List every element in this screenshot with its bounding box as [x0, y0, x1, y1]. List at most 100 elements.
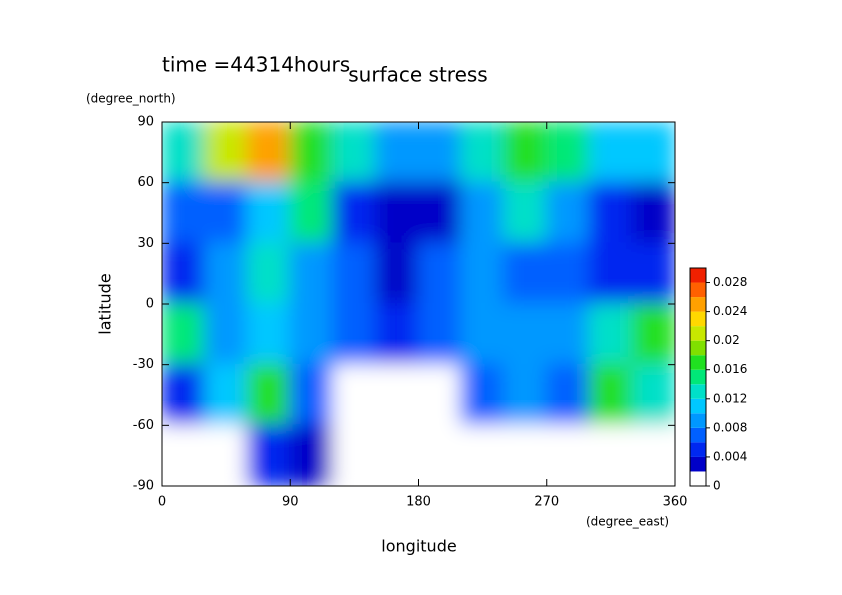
cell — [631, 363, 675, 427]
cell — [246, 242, 292, 305]
cell — [588, 122, 634, 184]
cell — [203, 181, 249, 245]
cell — [203, 424, 249, 486]
cell — [545, 424, 591, 486]
cell — [545, 363, 591, 427]
colorbar-band — [690, 311, 706, 327]
cell — [289, 424, 334, 486]
cell — [162, 363, 206, 427]
colorbar-label: 0.008 — [713, 420, 747, 434]
cell — [545, 303, 591, 366]
cell — [503, 122, 548, 184]
cell — [460, 181, 505, 245]
cell — [332, 122, 377, 184]
cell — [417, 303, 463, 366]
colorbar-label: 0.012 — [713, 391, 747, 405]
cell — [631, 424, 675, 486]
y-tick-label: 0 — [146, 297, 154, 312]
cell — [588, 303, 634, 366]
colorbar-band — [690, 297, 706, 312]
colorbar-band — [690, 427, 706, 443]
cell — [289, 181, 334, 245]
colorbar-label: 0.024 — [713, 304, 747, 318]
y-tick-label: 90 — [137, 115, 154, 130]
colorbar-label: 0.028 — [713, 275, 747, 289]
cell — [460, 303, 505, 366]
cell — [460, 122, 505, 184]
cell — [374, 363, 420, 427]
colorbar-band — [690, 340, 706, 356]
cell — [503, 181, 548, 245]
cell — [545, 181, 591, 245]
y-tick-label: 60 — [137, 175, 154, 190]
cell — [588, 424, 634, 486]
cell — [203, 242, 249, 305]
colorbar-label: 0 — [713, 479, 721, 493]
cell — [246, 122, 292, 184]
colorbar-band — [690, 369, 706, 385]
cell — [503, 242, 548, 305]
x-tick-label: 180 — [406, 495, 431, 510]
y-tick-label: -30 — [133, 357, 154, 372]
field — [162, 122, 675, 486]
colorbar-band — [690, 355, 706, 370]
cell — [588, 242, 634, 305]
colorbar-band — [690, 456, 706, 472]
cell — [374, 122, 420, 184]
cell — [460, 242, 505, 305]
cell — [332, 242, 377, 305]
y-label: latitude — [96, 273, 115, 334]
cell — [503, 424, 548, 486]
cell — [417, 181, 463, 245]
cell — [374, 242, 420, 305]
subtitle: time =44314hours — [162, 53, 350, 77]
cell — [417, 424, 463, 486]
cell — [588, 181, 634, 245]
cell — [631, 242, 675, 305]
y-tick-label: 30 — [137, 236, 154, 251]
x-tick-label: 270 — [534, 495, 559, 510]
cell — [545, 242, 591, 305]
cell — [332, 303, 377, 366]
cell — [374, 303, 420, 366]
cell — [203, 363, 249, 427]
cell — [203, 122, 249, 184]
colorbar-label: 0.004 — [713, 449, 747, 463]
colorbar-band — [690, 442, 706, 457]
cell — [332, 424, 377, 486]
cell — [162, 303, 206, 366]
cell — [246, 424, 292, 486]
colorbar-band — [690, 384, 706, 399]
x-tick-label: 360 — [663, 495, 688, 510]
cell — [503, 303, 548, 366]
y-tick-label: -60 — [133, 418, 154, 433]
x-unit: (degree_east) — [586, 515, 669, 529]
cell — [162, 181, 206, 245]
cell — [503, 363, 548, 427]
cell — [545, 122, 591, 184]
y-tick-label: -90 — [133, 479, 154, 494]
cell — [289, 363, 334, 427]
cell — [289, 303, 334, 366]
cell — [631, 181, 675, 245]
cell — [374, 181, 420, 245]
colorbar-label: 0.016 — [713, 362, 747, 376]
cell — [417, 363, 463, 427]
colorbar-band — [690, 268, 706, 283]
cell — [460, 424, 505, 486]
colorbar-band — [690, 471, 706, 486]
cell — [162, 122, 206, 184]
colorbar-band — [690, 282, 706, 298]
cell — [417, 242, 463, 305]
cell — [332, 181, 377, 245]
cell — [374, 424, 420, 486]
cell — [332, 363, 377, 427]
colorbar-band — [690, 413, 706, 428]
x-label: longitude — [381, 537, 456, 556]
cell — [289, 122, 334, 184]
cell — [162, 424, 206, 486]
cell — [162, 242, 206, 305]
cell — [246, 181, 292, 245]
y-unit: (degree_north) — [86, 92, 176, 106]
